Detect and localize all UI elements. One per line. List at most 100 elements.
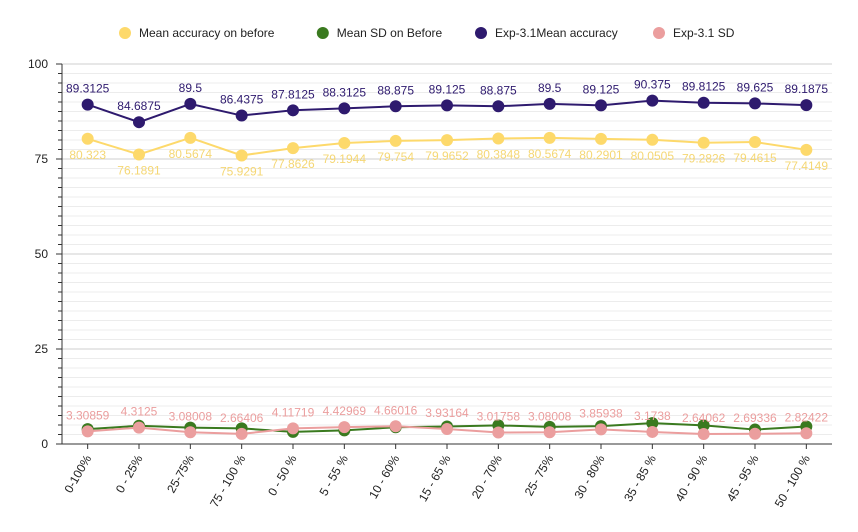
data-point-exp-3-1mean-accuracy	[133, 116, 145, 129]
data-point-exp-3-1mean-accuracy	[492, 100, 505, 113]
legend-label-exp-3-1-sd: Exp-3.1 SD	[673, 26, 735, 40]
x-tick-label: 0 - 25%	[113, 452, 146, 495]
x-tick-label: 0-100%	[61, 452, 94, 495]
data-point-exp-3-1-sd	[184, 426, 197, 439]
y-tick-label: 0	[41, 437, 48, 451]
legend-label-mean-sd-on-before: Mean SD on Before	[337, 26, 443, 40]
x-tick-label: 10 - 60%	[366, 452, 402, 501]
data-point-exp-3-1-sd	[441, 423, 453, 436]
y-tick-label: 50	[35, 247, 49, 261]
data-label-mean-accuracy-on-before: 77.4149	[785, 159, 829, 173]
y-tick-label: 25	[35, 342, 49, 356]
data-point-exp-3-1-sd	[338, 421, 351, 434]
data-label-exp-3-1-sd: 3.85938	[579, 406, 623, 420]
data-point-exp-3-1-sd	[235, 427, 248, 440]
data-label-mean-accuracy-on-before: 79.1944	[323, 152, 367, 166]
data-point-exp-3-1mean-accuracy	[287, 104, 299, 117]
data-label-exp-3-1mean-accuracy: 88.875	[377, 83, 414, 97]
data-label-exp-3-1-sd: 2.66406	[220, 411, 264, 425]
y-axis-ticks: 0 25 50 75 100	[28, 57, 62, 451]
data-point-mean-accuracy-on-before	[338, 137, 351, 150]
data-label-exp-3-1mean-accuracy: 89.625	[737, 80, 774, 94]
legend-label-mean-accuracy-on-before: Mean accuracy on before	[139, 26, 275, 40]
data-point-exp-3-1mean-accuracy	[543, 97, 556, 110]
data-point-exp-3-1mean-accuracy	[697, 96, 710, 109]
data-label-mean-accuracy-on-before: 79.2826	[682, 152, 726, 166]
data-label-mean-accuracy-on-before: 80.323	[69, 148, 106, 162]
data-point-exp-3-1-sd	[389, 420, 402, 433]
data-point-mean-accuracy-on-before	[133, 148, 145, 161]
x-axis-ticks: 0-100% 0 - 25% 25-75% 75 - 100 % 0 - 50 % 5 -…	[61, 444, 813, 510]
data-point-mean-accuracy-on-before	[595, 132, 607, 145]
data-point-exp-3-1mean-accuracy	[81, 98, 94, 111]
x-tick-label: 0 - 50 %	[265, 452, 300, 498]
data-point-mean-accuracy-on-before	[492, 132, 505, 145]
data-label-exp-3-1mean-accuracy: 89.8125	[682, 80, 726, 94]
data-label-exp-3-1-sd: 2.82422	[785, 410, 829, 424]
data-point-mean-accuracy-on-before	[749, 136, 761, 149]
data-label-exp-3-1mean-accuracy: 89.125	[429, 82, 466, 96]
x-tick-label: 50 - 100 %	[772, 452, 813, 510]
x-tick-label: 20 - 70%	[469, 452, 505, 501]
data-label-mean-accuracy-on-before: 80.2901	[579, 148, 623, 162]
data-label-exp-3-1-sd: 2.64062	[682, 411, 726, 425]
x-tick-label: 40 - 90 %	[672, 452, 710, 504]
data-point-exp-3-1-sd	[697, 427, 710, 440]
data-point-mean-accuracy-on-before	[184, 131, 197, 144]
data-label-exp-3-1mean-accuracy: 89.125	[583, 82, 620, 96]
x-tick-label: 25-75%	[164, 452, 197, 495]
data-point-mean-accuracy-on-before	[389, 134, 402, 147]
data-point-exp-3-1mean-accuracy	[800, 99, 813, 112]
x-tick-label: 5 - 55 %	[316, 452, 351, 498]
data-label-exp-3-1mean-accuracy: 89.5	[538, 81, 562, 95]
data-point-mean-accuracy-on-before	[81, 132, 94, 145]
data-label-mean-accuracy-on-before: 80.5674	[528, 147, 572, 161]
legend: Mean accuracy on before Mean SD on Before…	[119, 26, 735, 40]
x-tick-label: 15 - 65 %	[416, 452, 454, 504]
data-point-exp-3-1mean-accuracy	[235, 109, 248, 122]
x-tick-label: 75 - 100 %	[207, 452, 248, 510]
x-tick-label: 45 - 95 %	[724, 452, 762, 504]
data-label-exp-3-1-sd: 4.66016	[374, 403, 418, 417]
legend-label-exp-3-1mean-accuracy: Exp-3.1Mean accuracy	[495, 26, 618, 40]
data-label-exp-3-1mean-accuracy: 89.1875	[785, 82, 829, 96]
x-tick-label: 35 - 85 %	[621, 452, 659, 504]
data-label-exp-3-1-sd: 4.3125	[121, 405, 158, 419]
data-point-exp-3-1-sd	[543, 426, 556, 439]
data-label-mean-accuracy-on-before: 75.9291	[220, 164, 264, 178]
data-label-exp-3-1-sd: 2.69336	[733, 411, 777, 425]
data-labels: 80.323 76.1891 80.5674 75.9291 77.8626 79.194…	[66, 78, 828, 425]
data-label-exp-3-1-sd: 3.08008	[528, 409, 572, 423]
data-label-mean-accuracy-on-before: 80.0505	[631, 149, 675, 163]
data-point-exp-3-1-sd	[81, 425, 94, 438]
data-label-mean-accuracy-on-before: 79.9652	[425, 149, 469, 163]
series-points	[81, 94, 813, 440]
data-point-exp-3-1mean-accuracy	[184, 97, 197, 110]
data-point-mean-accuracy-on-before	[235, 149, 248, 162]
data-point-exp-3-1-sd	[287, 422, 299, 435]
x-tick-label: 30 - 80%	[571, 452, 607, 501]
data-point-exp-3-1-sd	[133, 421, 145, 434]
data-label-exp-3-1mean-accuracy: 86.4375	[220, 93, 264, 107]
data-label-exp-3-1mean-accuracy: 88.875	[480, 83, 517, 97]
data-label-mean-accuracy-on-before: 79.4615	[733, 151, 777, 165]
data-point-exp-3-1mean-accuracy	[441, 99, 453, 112]
legend-marker-exp-3-1-sd	[653, 27, 665, 39]
data-label-exp-3-1mean-accuracy: 88.3125	[323, 85, 367, 99]
data-point-exp-3-1mean-accuracy	[646, 94, 659, 107]
y-tick-label: 75	[35, 152, 49, 166]
data-point-mean-accuracy-on-before	[543, 131, 556, 144]
legend-marker-mean-accuracy-on-before	[119, 27, 131, 39]
data-label-exp-3-1-sd: 4.11719	[272, 405, 315, 419]
data-point-mean-accuracy-on-before	[697, 136, 710, 149]
data-point-exp-3-1mean-accuracy	[338, 102, 351, 115]
legend-marker-exp-3-1mean-accuracy	[475, 27, 487, 39]
data-point-exp-3-1mean-accuracy	[389, 100, 402, 113]
y-tick-label: 100	[28, 57, 48, 71]
data-label-exp-3-1-sd: 4.42969	[323, 404, 367, 418]
data-point-exp-3-1-sd	[595, 423, 607, 436]
data-label-exp-3-1mean-accuracy: 84.6875	[117, 99, 161, 113]
gridlines	[62, 63, 832, 435]
data-label-exp-3-1mean-accuracy: 89.5	[179, 81, 203, 95]
data-point-exp-3-1-sd	[749, 427, 761, 440]
